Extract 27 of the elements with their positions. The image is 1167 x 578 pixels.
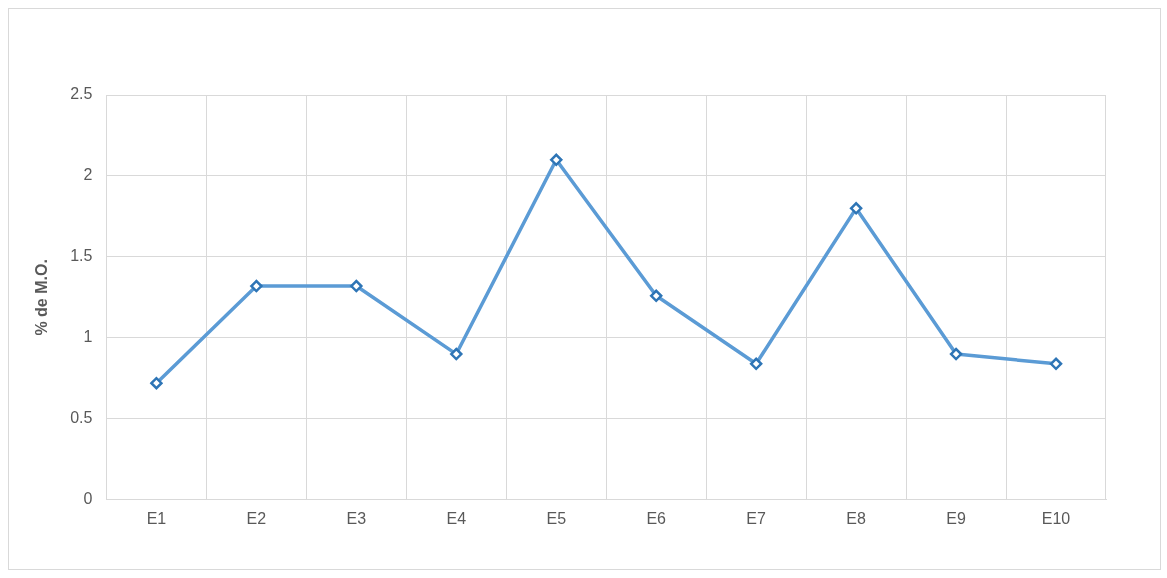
point — [350, 279, 363, 293]
x-tick-label: E6 — [646, 509, 667, 527]
y-tick-label: 1.5 — [70, 247, 93, 265]
point — [649, 289, 663, 303]
point — [1049, 357, 1063, 371]
point — [849, 202, 863, 215]
point — [949, 347, 963, 361]
y-tick-label: 0.5 — [70, 409, 93, 427]
x-tick-label: E10 — [1041, 509, 1071, 527]
point — [150, 376, 163, 390]
y-tick-label: 2 — [83, 166, 93, 184]
y-tick-label: 0 — [83, 490, 93, 508]
point — [450, 347, 463, 361]
x-tick-label: E4 — [446, 509, 467, 527]
y-tick-label: 1 — [83, 328, 93, 346]
x-tick-label: E2 — [246, 509, 267, 527]
point — [749, 357, 763, 371]
x-tick-label: E9 — [946, 509, 966, 527]
x-tick-label: E1 — [146, 509, 167, 527]
y-axis-title: % de M.O. — [33, 259, 51, 336]
x-tick-label: E3 — [346, 509, 367, 527]
y-tick-label: 2.5 — [70, 85, 93, 103]
x-tick-label: E7 — [746, 509, 767, 527]
x-tick-label: E8 — [846, 509, 866, 527]
x-tick-label: E5 — [546, 509, 567, 527]
point — [549, 153, 563, 167]
point — [250, 279, 263, 293]
